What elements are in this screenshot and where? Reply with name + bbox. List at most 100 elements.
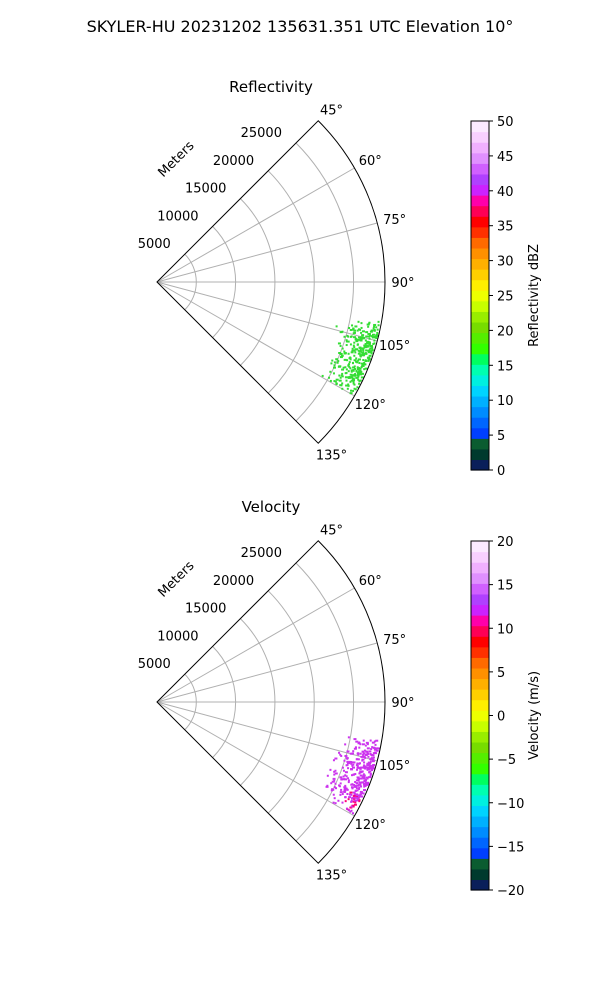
echo-cell xyxy=(359,795,363,798)
echo-cell xyxy=(350,768,353,771)
echo-cell xyxy=(371,346,374,349)
echo-cell xyxy=(371,746,374,749)
echo-cell xyxy=(341,347,344,350)
echo-cell xyxy=(354,789,357,792)
echo-cell xyxy=(358,358,362,361)
echo-cell xyxy=(352,327,355,330)
azimuth-gridline xyxy=(156,281,355,397)
echo-cell xyxy=(361,750,365,753)
echo-cell xyxy=(333,366,337,369)
echo-cell xyxy=(364,754,367,757)
echo-cell xyxy=(373,763,376,766)
echo-cell xyxy=(332,793,335,796)
echo-cell xyxy=(366,768,369,771)
echo-cell xyxy=(364,344,368,347)
echo-cell xyxy=(371,741,375,744)
echo-cell xyxy=(370,748,373,751)
echo-cell xyxy=(352,381,355,384)
echo-cell xyxy=(354,773,357,776)
echo-cell xyxy=(356,361,359,364)
echo-cell xyxy=(349,358,352,361)
echo-cell xyxy=(329,370,332,373)
echo-cell xyxy=(370,335,374,338)
echo-cell xyxy=(367,351,370,354)
colorbar-swatch xyxy=(471,258,489,270)
echo-cell xyxy=(353,368,356,371)
colorbar-swatch xyxy=(471,710,489,722)
echo-cell xyxy=(350,351,354,354)
echo-cell xyxy=(345,368,348,371)
echo-cell xyxy=(356,762,359,765)
echo-cell xyxy=(371,758,374,761)
echo-cell xyxy=(339,791,343,794)
echo-cell xyxy=(341,330,344,333)
echo-cell xyxy=(361,759,364,762)
echo-cell xyxy=(341,801,344,804)
echo-cell xyxy=(347,384,350,387)
echo-cell xyxy=(347,798,350,801)
echo-cell xyxy=(356,376,359,379)
echo-cell xyxy=(337,360,340,363)
echo-cell xyxy=(345,371,348,374)
azimuth-gridline xyxy=(156,222,378,283)
echo-cell xyxy=(349,810,352,813)
echo-cell xyxy=(374,748,377,751)
echo-cell xyxy=(352,752,355,755)
echo-cell xyxy=(347,383,350,386)
colorbar-swatch xyxy=(471,311,489,323)
colorbar-swatch xyxy=(471,615,489,627)
echo-cell xyxy=(360,347,364,350)
echo-cells xyxy=(321,320,380,395)
colorbar-swatch xyxy=(471,131,489,143)
echo-cell xyxy=(373,342,376,345)
echo-cell xyxy=(343,335,346,338)
colorbar-swatch xyxy=(471,332,489,344)
echo-cell xyxy=(359,346,362,349)
echo-cell xyxy=(346,788,349,791)
echo-cell xyxy=(360,326,363,329)
colorbar-swatch xyxy=(471,459,489,471)
echo-cell xyxy=(369,775,372,778)
echo-cell xyxy=(352,349,356,352)
echo-cell xyxy=(348,365,351,368)
echo-cell xyxy=(352,773,355,776)
echo-cell xyxy=(344,366,347,369)
echo-cell xyxy=(345,339,348,342)
echo-cell xyxy=(350,389,353,392)
echo-cell xyxy=(345,764,348,767)
echo-cell xyxy=(333,786,336,789)
colorbar-tick-label: 25 xyxy=(497,290,514,305)
echo-cell xyxy=(365,766,368,769)
echo-cell xyxy=(333,773,336,776)
figure-suptitle: SKYLER-HU 20231202 135631.351 UTC Elevat… xyxy=(87,17,514,36)
echo-cell xyxy=(358,772,361,775)
echo-cell xyxy=(357,338,361,341)
echo-cell xyxy=(369,752,372,755)
colorbar-swatch xyxy=(471,541,489,553)
echo-cell xyxy=(357,349,360,352)
echo-cell xyxy=(369,772,372,775)
range-tick-label: 25000 xyxy=(241,126,282,141)
colorbar-swatch xyxy=(471,815,489,828)
echo-cell xyxy=(359,770,362,773)
echo-cell xyxy=(339,776,343,779)
echo-cell xyxy=(351,347,354,350)
echo-cell xyxy=(360,785,363,788)
azimuth-tick-label: 75° xyxy=(383,213,406,228)
echo-cell xyxy=(335,787,338,790)
echo-cell xyxy=(360,766,364,769)
echo-cell xyxy=(330,789,333,792)
colorbar-swatch xyxy=(471,604,489,616)
echo-cell xyxy=(369,347,372,350)
echo-cell xyxy=(341,372,344,375)
echo-cell xyxy=(343,786,347,789)
echo-cell xyxy=(364,756,367,759)
echo-cell xyxy=(346,757,349,760)
echo-cell xyxy=(341,368,345,371)
echo-cell xyxy=(371,333,375,336)
echo-cell xyxy=(368,348,371,351)
echo-cell xyxy=(364,339,367,342)
echo-cell xyxy=(363,788,367,791)
echo-cell xyxy=(354,746,357,749)
echo-cell xyxy=(349,373,353,376)
